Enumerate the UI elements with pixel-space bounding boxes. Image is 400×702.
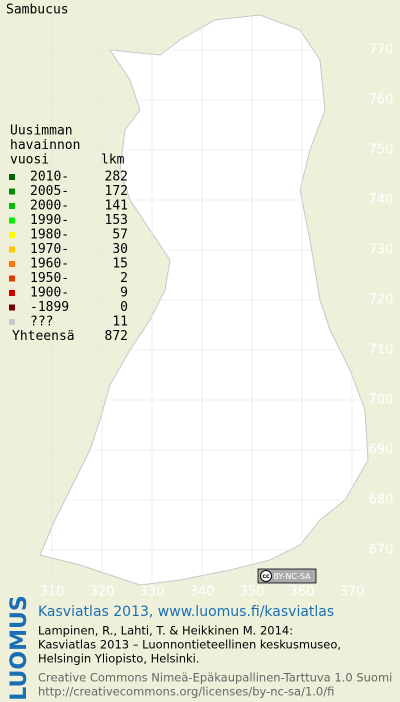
badge-circle: [260, 570, 272, 582]
citation-line: Helsingin Yliopisto, Helsinki.: [38, 652, 200, 666]
legend-swatch: [9, 304, 15, 311]
legend-count: 57: [112, 228, 128, 243]
legend-label: 1950-: [30, 271, 69, 286]
legend-count: 11: [112, 315, 128, 330]
badge-cc: cc: [262, 573, 270, 580]
legend-swatch: [9, 203, 15, 209]
legend-label: 1960-: [30, 257, 69, 272]
legend-label: 2005-: [30, 184, 69, 199]
legend-label: 1900-: [30, 286, 69, 301]
x-tick-label: 320: [90, 585, 115, 600]
license-line: http://creativecommons.org/licenses/by-n…: [38, 685, 334, 699]
x-tick-label: 360: [290, 585, 315, 600]
legend-swatch: [9, 232, 15, 238]
legend-count: 30: [112, 242, 128, 257]
legend-total-label: Yhteensä: [12, 329, 75, 344]
legend-label: 1980-: [30, 228, 69, 243]
y-tick-label: 760: [369, 93, 394, 108]
y-tick-label: 730: [369, 243, 394, 258]
x-tick-label: 330: [140, 585, 165, 600]
x-tick-label: 340: [190, 585, 215, 600]
legend-count: 282: [105, 170, 128, 185]
y-tick-label: 750: [369, 143, 394, 158]
legend-count: 15: [112, 257, 128, 272]
legend-swatch: [9, 275, 15, 282]
y-tick-label: 680: [369, 493, 394, 508]
logo: LUOMUS: [7, 595, 32, 700]
badge-box: [257, 568, 317, 584]
y-tick-label: 690: [369, 443, 394, 458]
legend-count: 153: [105, 213, 128, 228]
grid: 310 320 330 340 350 360 370 670 680 690 700 710 720 7…: [30, 10, 393, 600]
headline: Kasviatlas 2013, www.luomus.fi/kasviatla…: [38, 604, 334, 620]
x-tick-label: 310: [40, 585, 65, 600]
legend-label: 2010-: [30, 170, 69, 185]
y-tick-label: 740: [369, 193, 394, 208]
legend-label: -1899: [30, 300, 69, 315]
legend-count-heading: lkm: [101, 153, 125, 168]
y-tick-label: 670: [369, 543, 394, 558]
legend-count: 0: [120, 300, 128, 315]
legend-heading: Uusimman: [10, 124, 73, 139]
x-tick-label: 350: [240, 585, 265, 600]
legend-swatch: [9, 261, 15, 267]
legend-label: 1970-: [30, 242, 69, 257]
legend-swatch: [9, 217, 15, 224]
legend-swatch: [9, 290, 15, 296]
citation-line: Kasviatlas 2013 – Luonnontieteellinen ke…: [38, 638, 341, 652]
citation-line: Lampinen, R., Lahti, T. & Heikkinen M. 2…: [38, 624, 293, 638]
legend-heading: havainnon: [10, 138, 80, 153]
legend-label: ???: [30, 315, 53, 330]
legend-label: 1990-: [30, 213, 69, 228]
legend-swatch: [9, 174, 15, 180]
y-tick-label: 710: [369, 343, 394, 358]
legend-count: 9: [120, 286, 128, 301]
legend-count: 2: [120, 271, 128, 286]
legend-heading: vuosi: [10, 153, 49, 168]
legend-count: 172: [105, 184, 128, 199]
x-tick-label: 370: [340, 585, 365, 600]
y-tick-label: 770: [369, 43, 394, 58]
legend-swatch: [9, 188, 15, 195]
legend-total: 872: [105, 329, 128, 344]
license-line: Creative Commons Nimeä-Epäkaupallinen-Ta…: [38, 671, 392, 685]
badge-text: BY-NC-SA: [273, 572, 311, 581]
y-tick-label: 720: [369, 293, 394, 308]
legend-count: 141: [105, 199, 128, 214]
legend-swatch: [9, 319, 15, 325]
map-title: Sambucus: [6, 3, 69, 18]
legend-swatch: [9, 246, 15, 253]
y-tick-label: 700: [369, 393, 394, 408]
license-badge: cc BY-NC-SA: [257, 568, 317, 584]
legend-label: 2000-: [30, 199, 69, 214]
